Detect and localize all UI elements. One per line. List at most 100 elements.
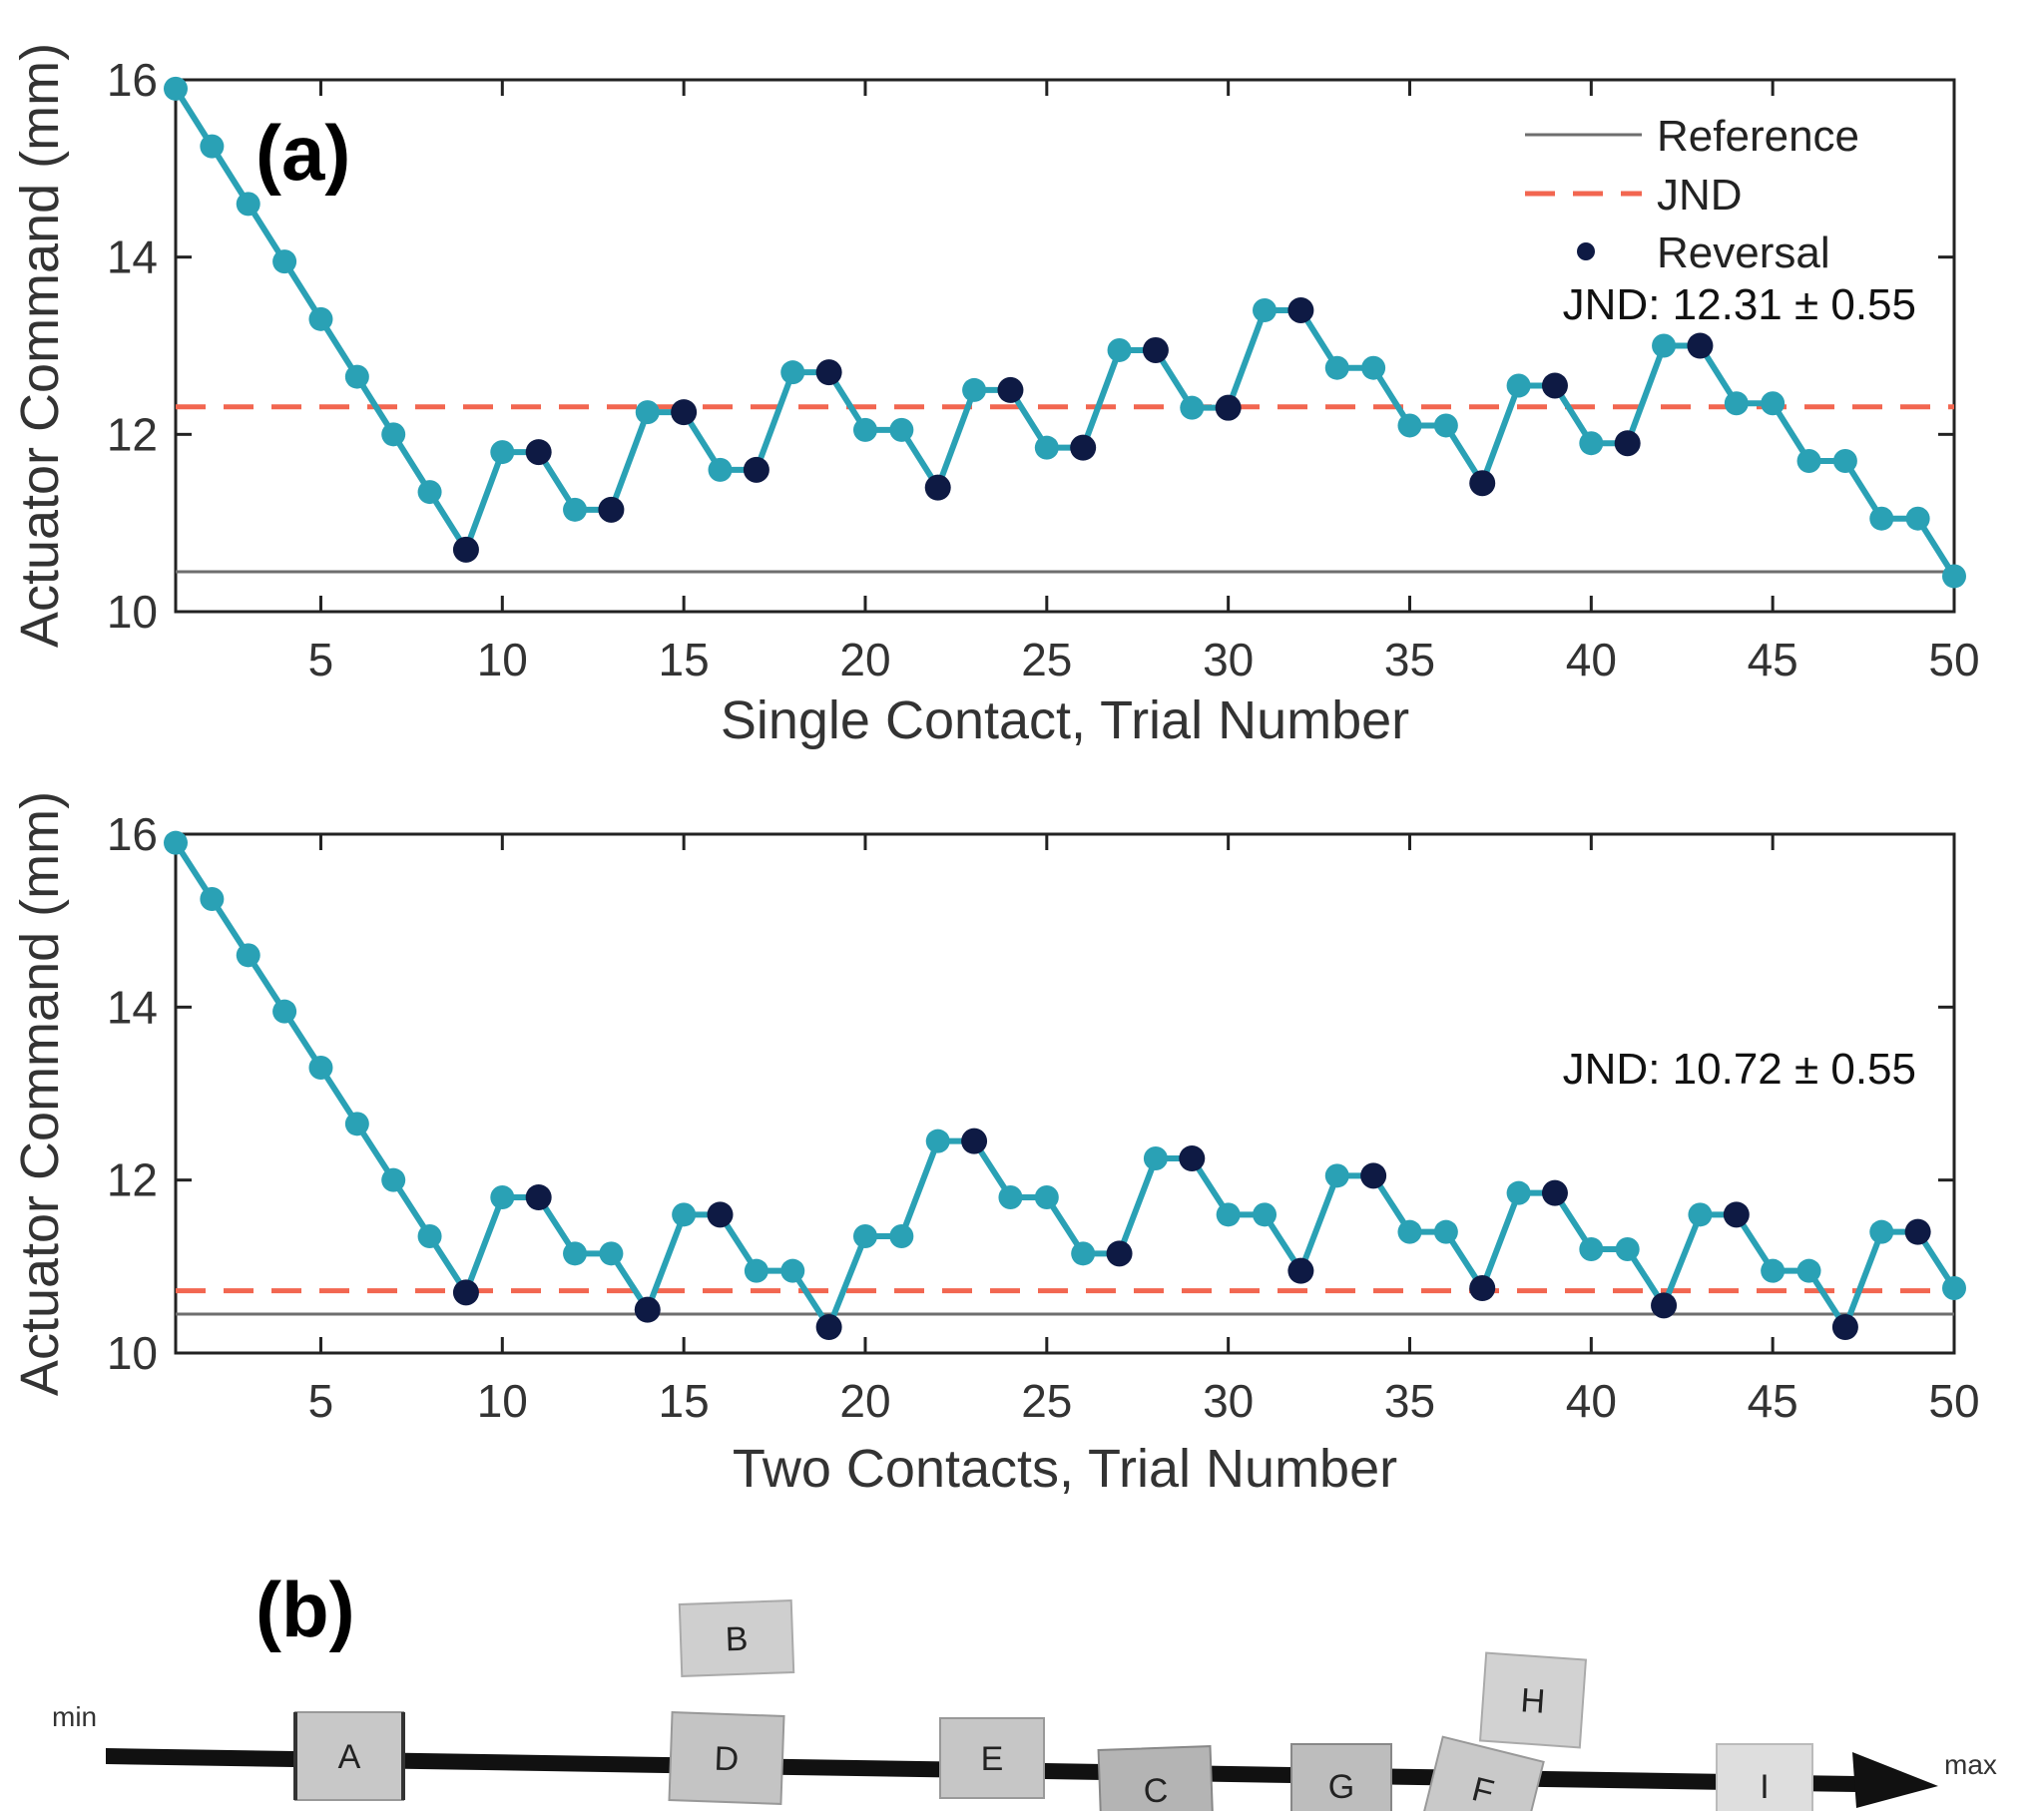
data-point bbox=[1253, 297, 1278, 322]
legend: Reference JND Reversal bbox=[1525, 112, 1859, 277]
data-point bbox=[381, 1167, 406, 1192]
card-b: B bbox=[678, 1599, 795, 1677]
x-tick-label: 50 bbox=[1928, 634, 1979, 685]
x-tick-label: 30 bbox=[1203, 634, 1254, 685]
plot-frame bbox=[174, 78, 1956, 614]
data-point bbox=[962, 377, 987, 402]
data-point bbox=[780, 360, 805, 385]
legend-reversal-label: Reversal bbox=[1657, 228, 1830, 277]
data-point bbox=[490, 1185, 515, 1209]
reversal-point bbox=[815, 359, 842, 386]
tick-marks bbox=[176, 832, 1956, 1355]
data-point bbox=[925, 1129, 950, 1153]
card-a: A bbox=[293, 1711, 405, 1801]
data-point bbox=[1324, 1163, 1349, 1188]
data-point bbox=[1397, 413, 1422, 438]
data-point bbox=[344, 1112, 369, 1136]
x-tick-label: 25 bbox=[1021, 634, 1072, 685]
reversal-point bbox=[1106, 1240, 1133, 1267]
reversal-point bbox=[525, 1184, 552, 1210]
data-point bbox=[236, 943, 260, 968]
x-tick-label: 45 bbox=[1748, 1375, 1798, 1427]
reversal-point bbox=[1142, 336, 1169, 363]
legend-jnd-label: JND bbox=[1657, 171, 1743, 220]
reversal-point bbox=[1070, 434, 1097, 461]
data-markers bbox=[164, 830, 1966, 1340]
data-point bbox=[200, 887, 225, 911]
data-point bbox=[490, 440, 515, 465]
reversal-point bbox=[997, 376, 1024, 403]
data-point bbox=[417, 1224, 442, 1248]
data-point bbox=[1433, 1219, 1458, 1244]
legend-reference-label: Reference bbox=[1657, 112, 1859, 161]
data-point bbox=[889, 1224, 914, 1248]
perceptual-scale: min max A B D E C G H bbox=[52, 1599, 1997, 1811]
card-b-label: B bbox=[725, 1620, 749, 1659]
x-tick-label: 15 bbox=[659, 1375, 710, 1427]
card-h-label: H bbox=[1519, 1681, 1546, 1721]
x-tick-label: 25 bbox=[1021, 1375, 1072, 1427]
data-point bbox=[1107, 337, 1132, 362]
y-tick-label: 12 bbox=[107, 408, 158, 460]
data-point bbox=[1579, 431, 1604, 456]
data-point bbox=[164, 76, 188, 101]
data-point bbox=[272, 999, 297, 1024]
y-tick-label: 10 bbox=[107, 586, 158, 638]
card-c: C bbox=[1097, 1745, 1215, 1811]
data-point bbox=[1143, 1146, 1168, 1170]
data-point bbox=[272, 249, 297, 274]
data-point bbox=[1688, 1202, 1713, 1227]
card-f: F bbox=[1421, 1735, 1545, 1811]
data-point bbox=[1180, 395, 1205, 420]
data-point bbox=[381, 422, 406, 447]
data-point bbox=[780, 1258, 805, 1283]
legend-reversal-swatch bbox=[1577, 242, 1595, 260]
x-tick-label: 10 bbox=[477, 1375, 528, 1427]
data-point bbox=[672, 1202, 697, 1227]
data-point bbox=[308, 306, 333, 331]
y-axis-label: Actuator Command (mm) bbox=[10, 791, 70, 1396]
data-point bbox=[1942, 1276, 1966, 1300]
data-point bbox=[599, 1241, 624, 1266]
reversal-point bbox=[1287, 1257, 1314, 1284]
jnd-annotation: JND: 10.72 ± 0.55 bbox=[1563, 1045, 1916, 1094]
scale-max-label: max bbox=[1944, 1749, 1997, 1780]
card-c-label: C bbox=[1143, 1772, 1169, 1811]
reversal-point bbox=[525, 439, 552, 466]
data-point bbox=[1615, 1237, 1640, 1261]
data-point bbox=[708, 457, 733, 482]
reversal-point bbox=[634, 1296, 661, 1323]
reversal-point bbox=[1287, 296, 1314, 323]
data-point bbox=[1869, 506, 1894, 531]
scale-arrow-head bbox=[1852, 1752, 1938, 1808]
x-tick-label: 10 bbox=[477, 634, 528, 685]
card-g: G bbox=[1290, 1743, 1392, 1811]
x-tick-label: 20 bbox=[839, 1375, 890, 1427]
data-point bbox=[852, 1224, 877, 1248]
card-e: E bbox=[939, 1717, 1045, 1799]
reversal-point bbox=[1904, 1218, 1931, 1245]
card-i: I bbox=[1716, 1743, 1813, 1811]
data-point bbox=[200, 134, 225, 159]
reversal-point bbox=[924, 474, 951, 501]
y-axis-label: Actuator Command (mm) bbox=[10, 43, 70, 648]
data-point bbox=[1397, 1219, 1422, 1244]
data-point bbox=[1796, 448, 1821, 473]
x-tick-label: 5 bbox=[308, 634, 334, 685]
reversal-point bbox=[1541, 1179, 1568, 1206]
data-point bbox=[164, 830, 188, 855]
reversal-point bbox=[1614, 430, 1641, 457]
reversal-point bbox=[452, 536, 479, 563]
reversal-point bbox=[1469, 470, 1496, 497]
data-point bbox=[1506, 1180, 1531, 1205]
data-point bbox=[1361, 355, 1386, 380]
card-e-label: E bbox=[981, 1740, 1004, 1778]
plot-frame bbox=[174, 832, 1956, 1355]
reversal-point bbox=[1215, 394, 1242, 421]
data-point bbox=[236, 192, 260, 217]
card-d-label: D bbox=[714, 1740, 740, 1779]
x-axis-label: Single Contact, Trial Number bbox=[721, 690, 1409, 750]
data-point bbox=[1796, 1258, 1821, 1283]
scale-min-label: min bbox=[52, 1701, 97, 1732]
